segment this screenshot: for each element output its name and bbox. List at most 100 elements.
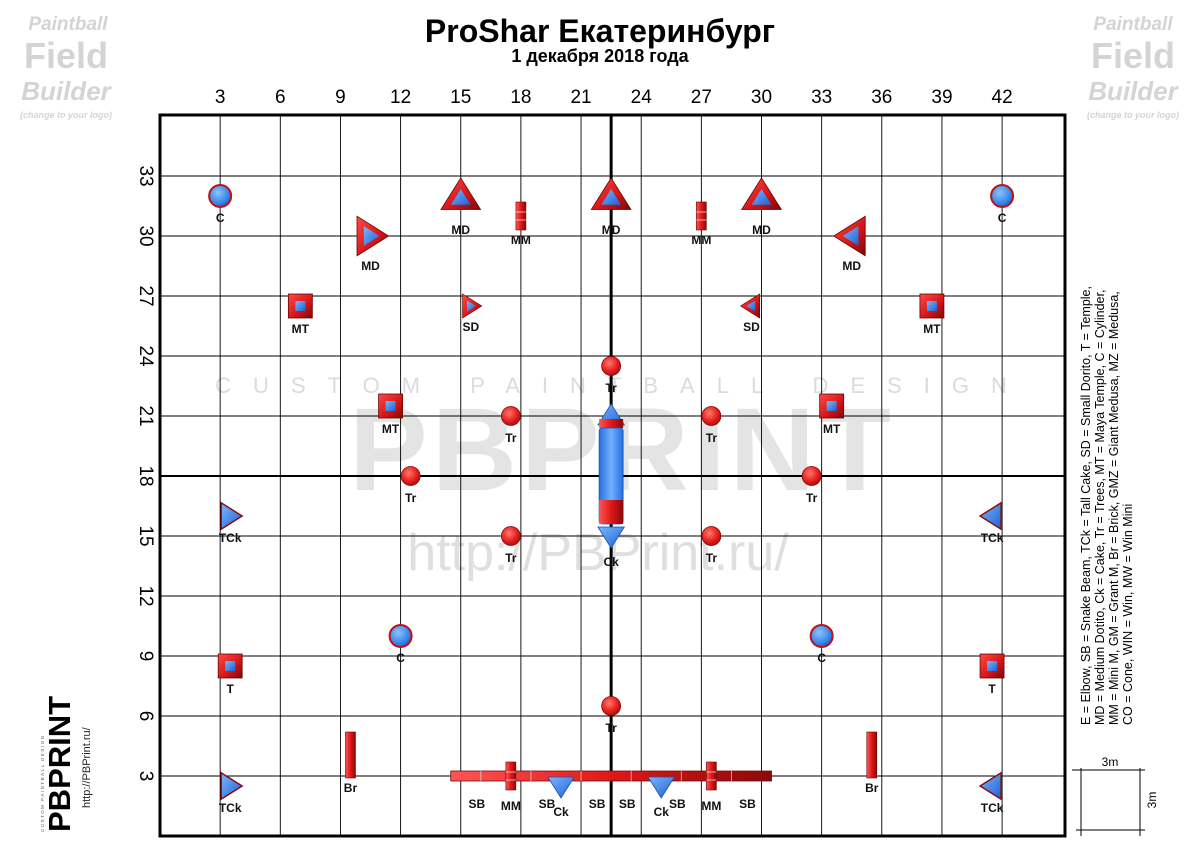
bunker-label: Tr [505,551,517,565]
logo-line-3: Builder [21,76,112,106]
tree-shape [601,356,622,376]
x-tick-label: 27 [691,87,712,108]
tall-cake-shape [978,771,1002,801]
tree-shape [500,406,521,426]
bunker-label: MT [823,422,841,436]
bunker-temple [979,653,1005,679]
center-column [598,427,624,525]
bunker-label: SB [669,797,686,811]
scale-box: 3m 3m [1072,755,1159,836]
tall-cake-shape [220,501,244,531]
tree-shape [801,466,822,486]
scale-y-label: 3m [1145,792,1159,809]
bunker-label: TCk [981,531,1004,545]
bunker-tree [400,466,421,486]
temple-core [926,301,937,311]
bunker-label: C [216,211,225,225]
legend: E = Elbow, SB = Snake Beam, TCk = Tall C… [1079,286,1135,725]
dorito-core [601,189,622,205]
bunker-label: MT [292,322,310,336]
bunker-mm [505,761,517,791]
cake-shape [597,526,626,549]
bunker-smalldor [739,293,761,319]
x-tick-label: 3 [215,87,226,108]
bunker-cake [647,776,676,799]
temple-core [295,301,306,311]
bunker-label: C [396,651,405,665]
y-tick-label: 21 [135,405,156,426]
bunker-label: MM [501,799,521,813]
y-tick-label: 27 [135,285,156,306]
bunker-label: Tr [706,431,718,445]
mini-m-shape [696,201,707,231]
bunker-label: MT [382,422,400,436]
y-tick-label: 18 [135,465,156,486]
bunker-label: MM [691,233,711,247]
bunker-label: TCk [981,801,1004,815]
bunker-dorito [590,177,632,210]
dorito-core [363,226,380,246]
bunker-label: MD [361,259,380,273]
temple-core [385,401,396,411]
tree-shape [701,406,722,426]
x-tick-label: 39 [931,87,952,108]
bunker-tallcake [978,771,1002,801]
bunker-brick [866,731,878,779]
bunker-label: Tr [605,381,617,395]
tree-shape [500,526,521,546]
bunker-cyl [809,624,834,648]
bunker-label: C [998,211,1007,225]
bunker-label: SD [743,320,760,334]
brick-shape [345,731,356,779]
bunker-mm [706,761,717,791]
tree-shape [400,466,421,486]
bunker-label: MD [752,223,771,237]
bunker-label: Tr [405,491,417,505]
bunker-label: Tr [706,551,718,565]
bunker-tree [701,526,722,546]
x-tick-label: 12 [390,87,411,108]
field-grid [158,113,1067,838]
bunker-cyl [388,624,413,648]
y-tick-label: 30 [135,225,156,246]
x-tick-label: 30 [751,87,772,108]
bunker-tree [500,526,521,546]
bunker-label: SD [462,320,479,334]
bunker-cake [597,403,626,428]
x-axis-ticks: 3 6 9 12 15 18 21 24 27 30 33 36 39 42 [215,87,1013,108]
brand-name: PBPRINT [42,696,77,832]
small-dorito-core [746,300,756,312]
brand-logo-bottom-left: PBPRINT CUSTOM PAINTBALL DESIGN http://P… [40,696,93,832]
bunker-layer: SB SB SB SB SB SB C C MD MD MD MM MM MD MD MT MT SD SD Tr MT… [208,177,1015,819]
bunker-label: Ck [553,805,569,819]
logo-line-3: Builder [1088,76,1179,106]
cake-shape [547,776,575,799]
bunker-cyl [208,184,233,208]
bunker-label: Tr [605,721,617,735]
bunker-tree [801,466,822,486]
bunker-cyl [990,184,1015,208]
bunker-dorito [832,215,866,257]
bunker-smalldor [462,293,483,319]
bunker-cake [547,776,575,799]
bunker-tree [601,356,622,376]
cylinder-shape [208,184,233,208]
bunker-mm [696,201,707,231]
legend-line-3: MM = Mini M, GM = Grant M, Br = Brick, G… [1107,291,1121,725]
logo-line-1: Paintball [28,14,108,35]
x-tick-label: 24 [631,87,653,108]
snake-beam [450,770,772,782]
bunker-tree [601,696,622,716]
bunker-temple [819,393,845,419]
field-border [158,113,1067,838]
bunker-label: Ck [654,805,670,819]
bunker-temple [919,293,945,319]
bunker-label: T [227,682,235,696]
dorito-core [751,189,772,205]
bunker-label: TCk [219,531,242,545]
bunker-tree [500,406,521,426]
bunker-label: Tr [806,491,818,505]
bunker-label: Tr [505,431,517,445]
cake-base [599,419,624,428]
bunker-tallcake [978,501,1002,531]
